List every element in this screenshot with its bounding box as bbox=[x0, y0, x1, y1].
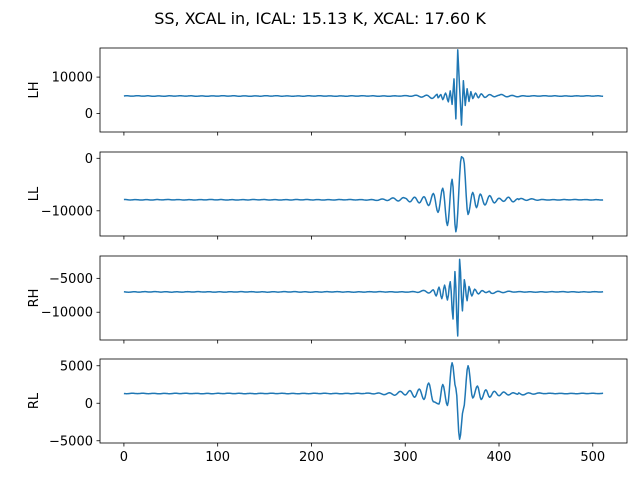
y-axis-label: RL bbox=[27, 392, 42, 409]
x-tick-label: 100 bbox=[205, 450, 230, 465]
x-tick-label: 0 bbox=[120, 450, 128, 465]
x-tick-label: 500 bbox=[580, 450, 605, 465]
y-tick-label: 0 bbox=[85, 107, 93, 122]
chart-title: SS, XCAL in, ICAL: 15.13 K, XCAL: 17.60 … bbox=[154, 9, 486, 28]
x-tick-label: 400 bbox=[487, 450, 512, 465]
y-axis-label: LL bbox=[27, 186, 42, 201]
y-tick-label: 5000 bbox=[60, 359, 93, 374]
subplot-panels: 010000LH−100000LL−10000−5000RH−500005000… bbox=[27, 47, 628, 465]
series-line-rh bbox=[123, 258, 604, 337]
axes-frame bbox=[99, 358, 628, 444]
series-line-ll bbox=[123, 155, 604, 233]
y-tick-label: −10000 bbox=[41, 306, 93, 321]
y-tick-label: 10000 bbox=[52, 71, 93, 86]
y-tick-label: 0 bbox=[85, 397, 93, 412]
subplot-lh: 0 10000 LH bbox=[27, 47, 628, 136]
axes-frame bbox=[99, 151, 628, 237]
series-line-rl bbox=[123, 362, 604, 440]
x-tick-label: 200 bbox=[299, 450, 324, 465]
y-tick-label: −5000 bbox=[49, 434, 93, 449]
y-tick-label: −5000 bbox=[49, 272, 93, 287]
subplot-ll: −10000 0 LL bbox=[27, 151, 628, 240]
subplot-rh: −10000 −5000 RH bbox=[27, 255, 628, 344]
subplot-rl: −5000 0 5000 RL 0 100 200 300 400 500 bbox=[27, 358, 628, 465]
y-axis-label: LH bbox=[27, 81, 42, 98]
series-line-lh bbox=[123, 49, 604, 126]
y-axis-label: RH bbox=[27, 289, 42, 308]
axes-frame bbox=[99, 47, 628, 133]
y-tick-label: −10000 bbox=[41, 204, 93, 219]
x-tick-label: 300 bbox=[393, 450, 418, 465]
axes-frame bbox=[99, 255, 628, 341]
y-tick-label: 0 bbox=[85, 152, 93, 167]
